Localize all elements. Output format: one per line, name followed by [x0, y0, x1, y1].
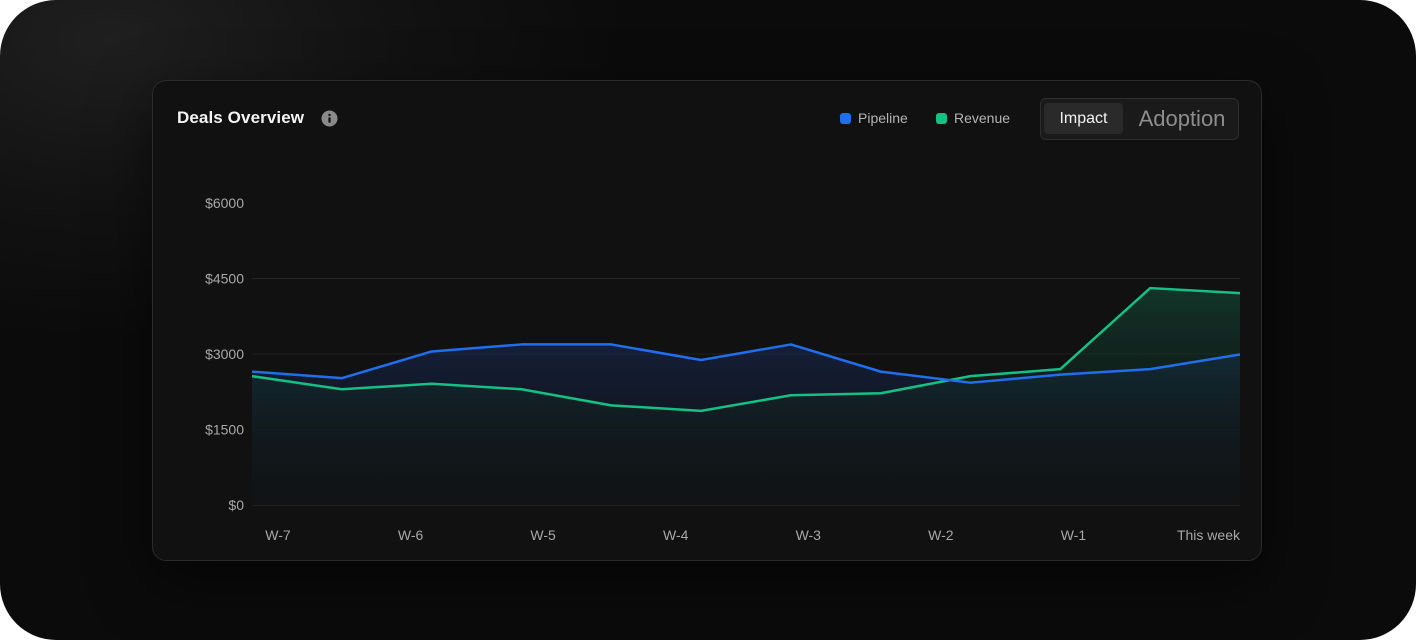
legend-label-revenue: Revenue	[954, 110, 1011, 126]
deals-chart: $0 $1500 $3000 $4500 $6000 W-7 W-6 W-5 W-4 W-3 W-2…	[205, 195, 1241, 543]
series-line-pipeline	[251, 343, 1241, 384]
card-title: Deals Overview	[177, 108, 305, 127]
x-tick-label: W-5	[530, 527, 556, 543]
x-tick-label: W-1	[1061, 527, 1087, 543]
legend-label-pipeline: Pipeline	[858, 110, 908, 126]
toggle-adoption-button[interactable]: Adoption	[1138, 106, 1226, 131]
legend-swatch-revenue	[936, 112, 947, 124]
deals-overview-card: Deals Overview Pipeline Revenue Impact A…	[152, 80, 1262, 561]
legend-swatch-pipeline	[840, 112, 851, 124]
toggle-impact-button[interactable]: Impact	[1044, 103, 1123, 134]
info-icon[interactable]	[321, 110, 338, 127]
legend-item-revenue[interactable]: Revenue	[936, 110, 1010, 126]
x-tick-label: This week	[1177, 527, 1241, 543]
y-tick-label: $6000	[205, 195, 244, 211]
x-tick-label: W-6	[398, 527, 424, 543]
y-tick-label: $4500	[205, 271, 244, 287]
area-fade	[252, 203, 1240, 505]
x-tick-label: W-2	[928, 527, 954, 543]
view-toggle: Impact Adoption	[1040, 98, 1239, 140]
y-tick-label: $0	[228, 497, 244, 513]
y-tick-label: $3000	[205, 346, 244, 362]
legend-item-pipeline[interactable]: Pipeline	[840, 110, 908, 126]
series-line-revenue	[251, 286, 1241, 413]
x-tick-label: W-7	[265, 527, 291, 543]
y-tick-label: $1500	[205, 422, 244, 438]
x-tick-label: W-3	[796, 527, 822, 543]
x-tick-label: W-4	[663, 527, 689, 543]
